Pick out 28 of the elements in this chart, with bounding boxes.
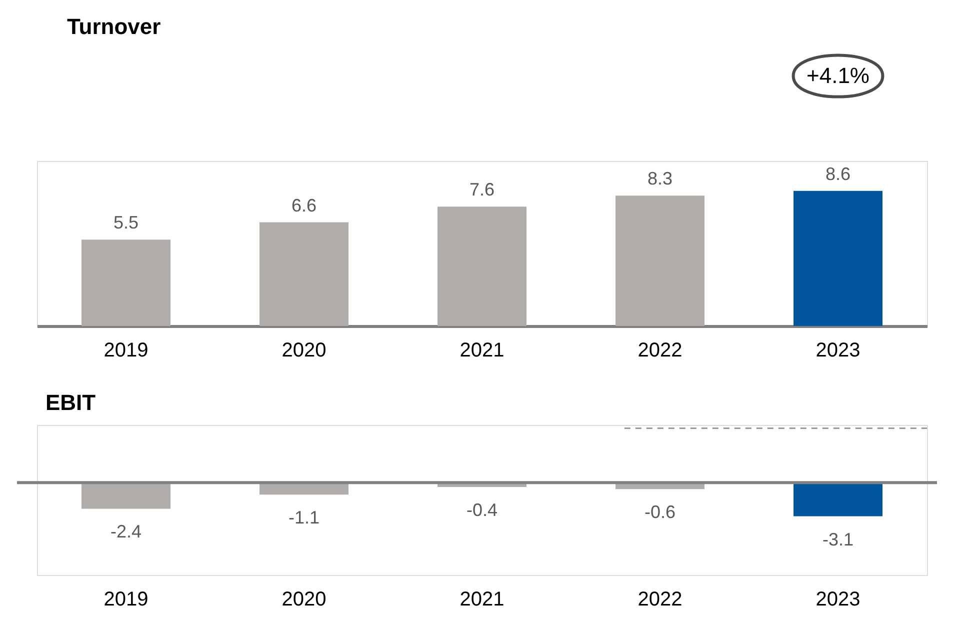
- data-label: -2.4: [110, 522, 142, 542]
- data-label: 8.6: [825, 164, 851, 184]
- x-tick-label: 2021: [460, 588, 504, 610]
- x-tick-label: 2020: [282, 340, 326, 362]
- x-tick-label: 2021: [460, 340, 504, 362]
- text: +4.1%: [806, 63, 870, 88]
- x-tick-label: 2023: [816, 340, 860, 362]
- data-label: 7.6: [469, 180, 495, 200]
- bar: [82, 240, 170, 326]
- x-tick-label: 2023: [816, 588, 860, 610]
- x-tick-label: 2019: [104, 340, 148, 362]
- data-label: -0.6: [644, 502, 676, 522]
- bar: [616, 196, 704, 326]
- bar: [438, 206, 526, 326]
- data-label: -3.1: [822, 529, 854, 550]
- chart-title: Turnover: [67, 14, 162, 40]
- x-tick-label: 2020: [282, 588, 326, 610]
- data-label: -1.1: [288, 508, 320, 528]
- x-tick-label: 2022: [638, 588, 682, 610]
- data-label: 5.5: [113, 212, 139, 233]
- x-tick-label: 2022: [638, 340, 682, 362]
- data-label: 8.3: [647, 168, 673, 189]
- data-label: 6.6: [291, 195, 317, 216]
- data-label: -0.4: [466, 500, 498, 520]
- bar: [260, 222, 348, 326]
- chart-title: EBIT: [46, 390, 96, 415]
- bar: [794, 190, 882, 326]
- x-tick-label: 2019: [104, 588, 148, 610]
